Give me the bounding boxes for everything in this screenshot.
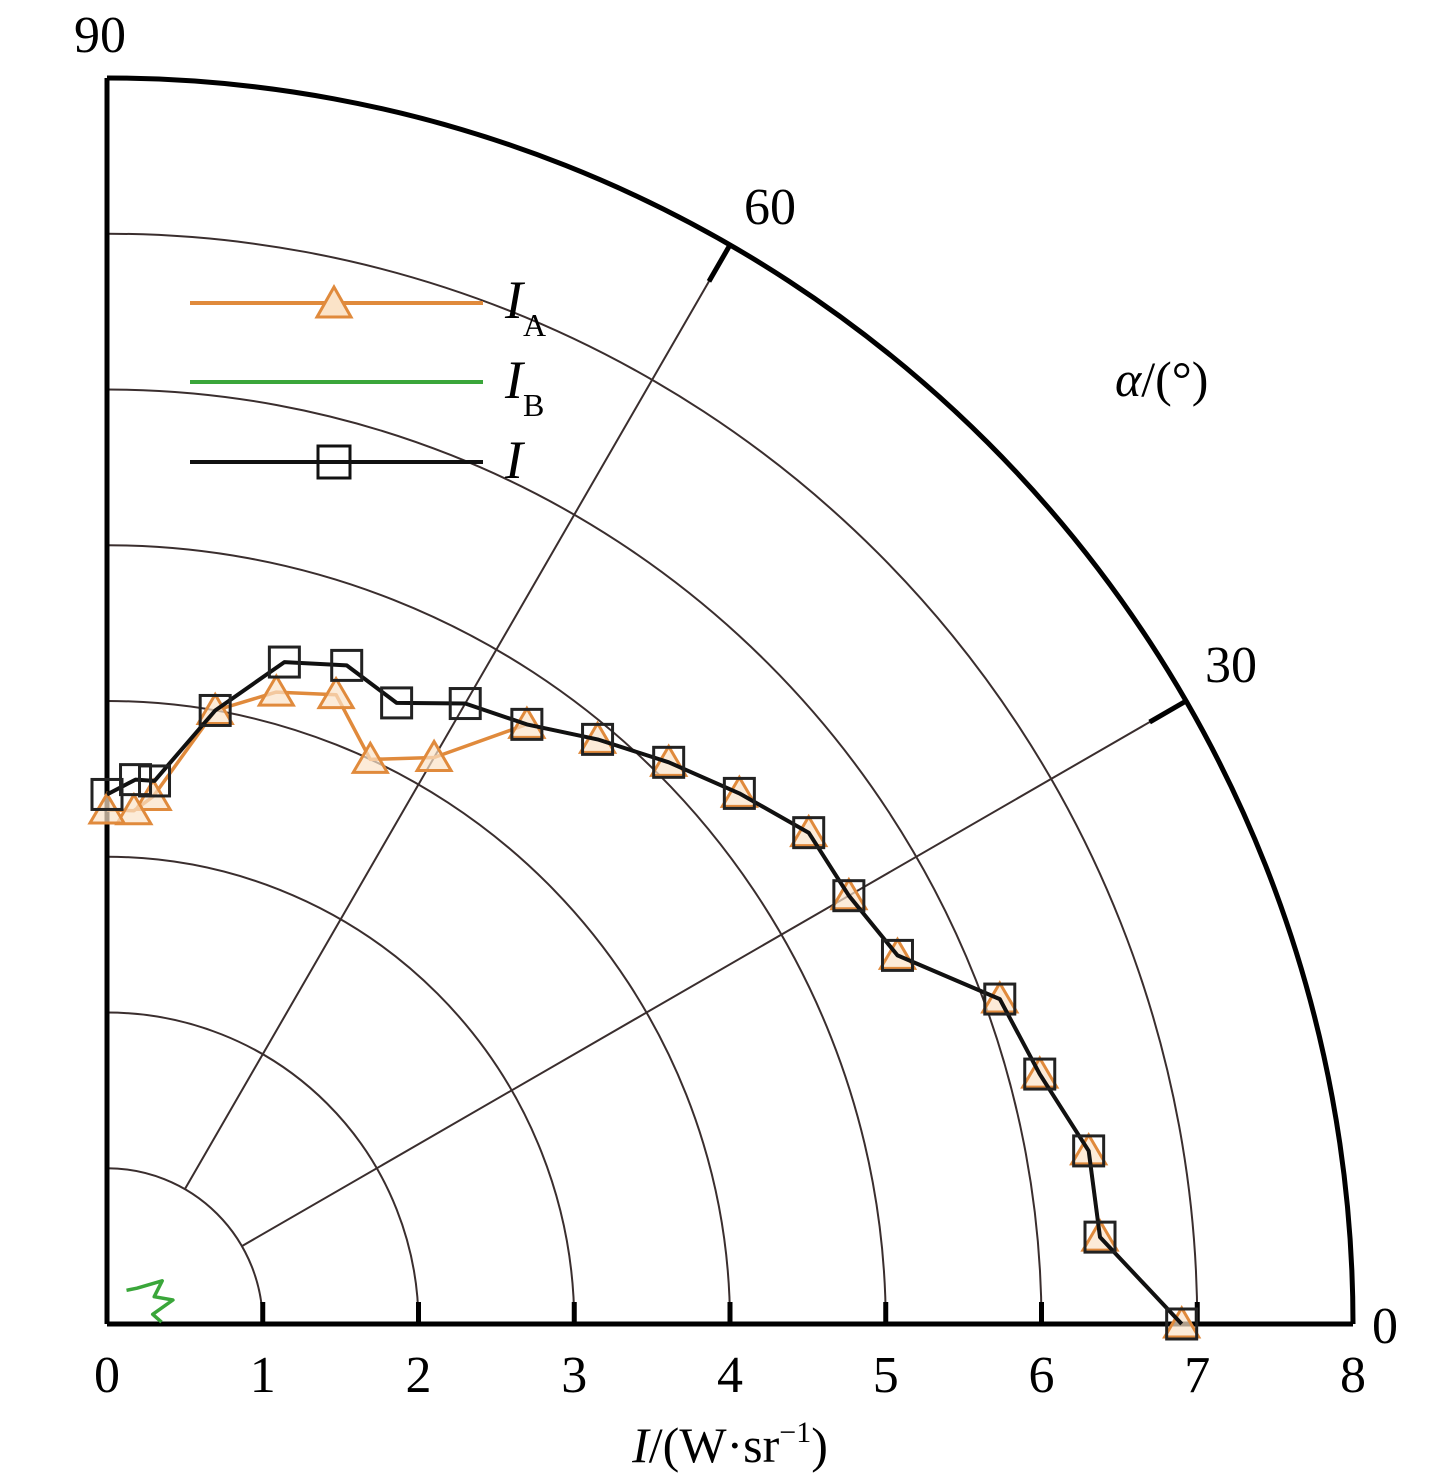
grid-spoke-60 (184, 244, 731, 1190)
square-marker (90, 777, 124, 811)
x-tick-label-2: 2 (406, 1347, 432, 1404)
x-tick-label-1: 1 (250, 1347, 276, 1404)
grid-arc-3 (106, 855, 576, 1325)
legend-label-ia: IA (504, 270, 546, 343)
triangle-marker (350, 740, 390, 774)
x-tick-label-7: 7 (1184, 1347, 1210, 1404)
angle-tick-label-0: 0 (1372, 1298, 1398, 1355)
triangle-marker (114, 791, 154, 826)
square-marker (1165, 1307, 1199, 1341)
grid-arc-6 (106, 388, 1043, 1325)
x-tick-label-0: 0 (94, 1347, 120, 1404)
x-tick-label-3: 3 (561, 1347, 587, 1404)
square-marker (983, 982, 1017, 1016)
square-marker (330, 648, 364, 682)
square-marker (380, 686, 414, 720)
legend-label-ib: IB (504, 350, 544, 423)
x-axis-title: I/(W·sr−1) (631, 1416, 828, 1473)
series-line (126, 1279, 175, 1324)
legend-marker-triangle (314, 283, 354, 319)
x-tick-label-5: 5 (873, 1347, 899, 1404)
grid-arc-1 (106, 1167, 264, 1325)
grid-arc-2 (106, 1011, 420, 1325)
angle-tick-60 (706, 243, 733, 283)
grid-arc-5 (106, 544, 887, 1325)
square-marker (652, 745, 686, 779)
series-i (90, 645, 1199, 1341)
square-marker (448, 687, 482, 721)
legend-label-i: I (504, 430, 526, 490)
angle-tick-label-90: 90 (74, 7, 126, 64)
square-marker (1083, 1220, 1117, 1254)
triangle-marker (414, 738, 454, 772)
grid-arc-4 (106, 700, 731, 1325)
triangle-marker (316, 675, 356, 710)
square-marker (138, 764, 172, 798)
polar-grid (106, 232, 1199, 1325)
square-marker (267, 645, 301, 679)
square-marker (1023, 1057, 1057, 1091)
square-marker (1072, 1134, 1106, 1168)
square-marker (792, 816, 826, 850)
angle-tick-label-60: 60 (744, 179, 796, 236)
series-i-b (126, 1279, 175, 1324)
grid-spoke-30 (241, 700, 1187, 1247)
legend-marker-square (316, 444, 352, 480)
square-marker (198, 693, 232, 727)
angle-tick-30 (1148, 698, 1188, 725)
data-series (87, 645, 1202, 1341)
series-line (106, 660, 1184, 1326)
square-marker (832, 879, 866, 913)
x-tick-label-8: 8 (1340, 1347, 1366, 1404)
x-tick-label-4: 4 (717, 1347, 743, 1404)
square-marker (510, 707, 544, 741)
legend: IA IB I (190, 270, 546, 490)
chart-frame (104, 75, 1356, 1327)
square-marker (581, 722, 615, 756)
square-marker (880, 938, 914, 972)
angle-axis-title: α/(°) (1115, 351, 1208, 407)
angle-tick-label-30: 30 (1205, 637, 1257, 694)
grid-arc-7 (106, 232, 1199, 1325)
square-marker (722, 776, 756, 810)
triangle-marker (256, 673, 296, 707)
x-tick-label-6: 6 (1029, 1347, 1055, 1404)
outer-arc (106, 75, 1356, 1325)
